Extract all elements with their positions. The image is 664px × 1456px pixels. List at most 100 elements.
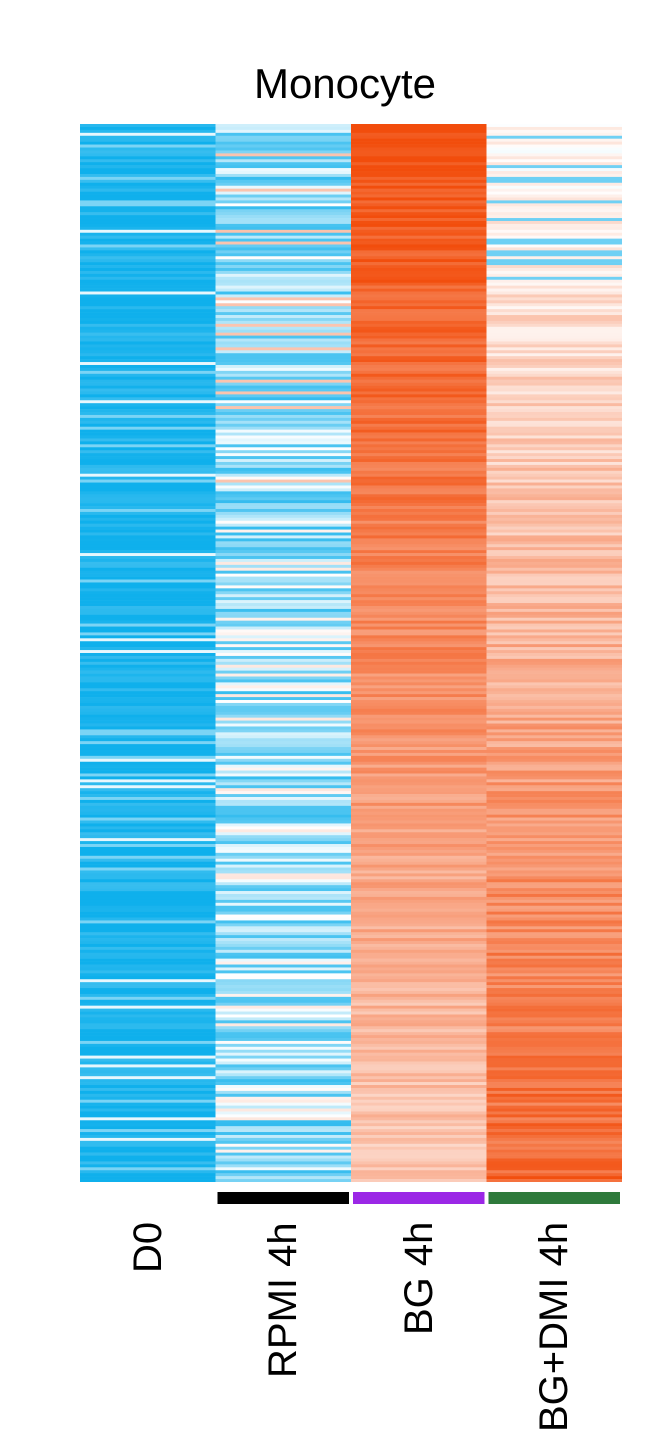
heatmap-cell	[486, 767, 622, 771]
heatmap-cell	[351, 397, 487, 401]
heatmap-cell	[486, 541, 622, 545]
heatmap-cell	[351, 126, 487, 131]
heatmap-cell	[215, 1067, 352, 1071]
heatmap-cell	[80, 194, 216, 198]
heatmap-cell	[215, 550, 352, 554]
heatmap-cell	[351, 923, 487, 927]
heatmap-cell	[80, 1093, 216, 1098]
heatmap-cell	[486, 567, 622, 572]
heatmap-cell	[486, 1011, 622, 1015]
heatmap-cell	[351, 558, 487, 563]
heatmap-cell	[80, 429, 216, 433]
heatmap-cell	[80, 782, 216, 786]
heatmap-cell	[215, 294, 352, 298]
heatmap-cell	[351, 191, 487, 195]
heatmap-cell	[486, 661, 622, 666]
heatmap-cell	[351, 212, 487, 216]
heatmap-cell	[351, 1140, 487, 1145]
heatmap-cell	[351, 988, 487, 992]
heatmap-cell	[486, 735, 622, 739]
heatmap-cell	[351, 838, 487, 842]
heatmap-cell	[486, 764, 622, 768]
heatmap-cell	[486, 362, 622, 366]
heatmap-cell	[486, 688, 622, 692]
heatmap-cell	[80, 717, 216, 721]
heatmap-cell	[215, 1017, 352, 1021]
heatmap-cell	[80, 802, 216, 807]
heatmap-cell	[486, 1037, 622, 1042]
heatmap-cell	[486, 300, 622, 304]
heatmap-cell	[215, 194, 352, 198]
heatmap-cell	[215, 885, 352, 889]
heatmap-cell	[215, 453, 352, 457]
heatmap-cell	[486, 447, 622, 451]
heatmap-cell	[351, 138, 487, 142]
heatmap-cell	[80, 370, 216, 375]
heatmap-cell	[80, 459, 216, 463]
heatmap-cell	[80, 1043, 216, 1048]
heatmap-cell	[80, 350, 216, 354]
heatmap-cell	[486, 479, 622, 483]
heatmap-cell	[351, 162, 487, 166]
heatmap-cell	[351, 794, 487, 798]
heatmap-cell	[215, 426, 352, 430]
heatmap-cell	[215, 864, 352, 868]
heatmap-cell	[80, 896, 216, 901]
heatmap-cell	[486, 617, 622, 621]
heatmap-cell	[486, 1026, 622, 1030]
heatmap-cell	[351, 1076, 487, 1080]
heatmap-cell	[351, 685, 487, 689]
heatmap-cell	[215, 247, 352, 251]
heatmap-cell	[351, 982, 487, 986]
heatmap-cell	[486, 550, 622, 554]
heatmap-cell	[215, 494, 352, 498]
heatmap-cell	[351, 1179, 487, 1182]
heatmap-cell	[80, 315, 216, 319]
heatmap-cell	[80, 973, 216, 977]
heatmap-cell	[215, 379, 352, 383]
heatmap-cell	[486, 993, 622, 998]
heatmap-cell	[80, 288, 216, 292]
heatmap-cell	[80, 617, 216, 621]
heatmap-cell	[80, 1055, 216, 1059]
heatmap-cell	[215, 1058, 352, 1062]
heatmap-cell	[351, 1005, 487, 1009]
heatmap-cell	[215, 623, 352, 627]
heatmap-cell	[351, 244, 487, 248]
heatmap-cell	[351, 1096, 487, 1101]
heatmap-cell	[486, 1046, 622, 1051]
heatmap-cell	[351, 356, 487, 360]
heatmap-cell	[80, 855, 216, 860]
heatmap-cell	[351, 1090, 487, 1095]
heatmap-cell	[215, 253, 352, 257]
heatmap-cell	[215, 773, 352, 777]
heatmap-cell	[351, 432, 487, 436]
heatmap-cell	[215, 223, 352, 228]
heatmap-cell	[80, 335, 216, 339]
heatmap-cell	[80, 667, 216, 671]
heatmap-cell	[215, 138, 352, 142]
heatmap-cell	[351, 1102, 487, 1106]
heatmap-cell	[486, 315, 622, 319]
heatmap-cell	[80, 879, 216, 883]
heatmap-cell	[351, 150, 487, 154]
heatmap-cell	[486, 168, 622, 172]
heatmap-cell	[351, 173, 487, 178]
heatmap-cell	[215, 929, 352, 933]
heatmap-cell	[351, 782, 487, 786]
heatmap-cell	[351, 473, 487, 477]
heatmap-cell	[486, 491, 622, 495]
heatmap-cell	[215, 1020, 352, 1024]
heatmap-cell	[80, 1137, 216, 1142]
heatmap-cell	[351, 535, 487, 539]
heatmap-cell	[351, 841, 487, 845]
heatmap-cell	[80, 858, 216, 862]
heatmap-cell	[486, 1087, 622, 1092]
heatmap-cell	[215, 832, 352, 836]
heatmap-cell	[80, 147, 216, 151]
heatmap-cell	[486, 970, 622, 974]
heatmap-cell	[80, 1134, 216, 1139]
heatmap-cell	[215, 835, 352, 839]
heatmap-cell	[215, 297, 352, 301]
heatmap-cell	[486, 306, 622, 310]
